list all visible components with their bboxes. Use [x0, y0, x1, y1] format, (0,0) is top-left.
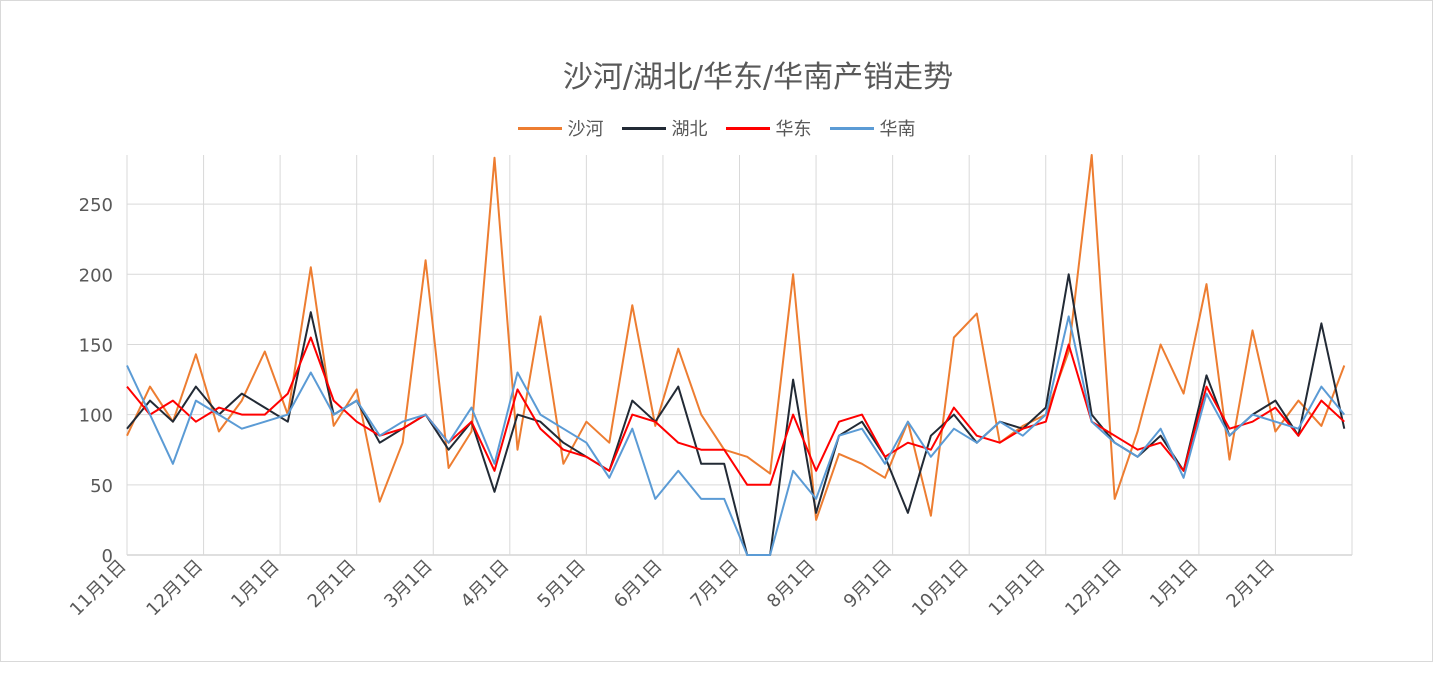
series-line-沙河 [126, 154, 1346, 521]
x-tick-label: 11月1日 [985, 556, 1050, 621]
legend-label: 湖北 [671, 119, 708, 140]
y-tick-label: 250 [79, 195, 113, 216]
x-tick-label: 3月1日 [380, 556, 437, 613]
y-tick-label: 200 [79, 265, 113, 286]
y-tick-label: 100 [79, 406, 113, 427]
x-tick-label: 6月1日 [610, 556, 667, 613]
legend-item: 华南 [829, 115, 916, 141]
legend-item: 华东 [725, 115, 812, 141]
x-tick-label: 8月1日 [763, 556, 820, 613]
x-tick-label: 7月1日 [687, 556, 744, 613]
x-tick-label: 1月1日 [1146, 556, 1203, 613]
y-tick-label: 150 [79, 335, 113, 356]
x-tick-label: 12月1日 [1061, 556, 1126, 621]
x-tick-label: 4月1日 [457, 556, 514, 613]
chart-frame [0, 0, 1433, 662]
y-tick-label: 0 [102, 546, 113, 567]
legend-swatch [621, 126, 666, 130]
legend-swatch [517, 126, 562, 130]
legend-label: 华南 [879, 119, 916, 140]
legend-label: 华东 [775, 119, 812, 140]
chart-legend: 沙河 湖北 华东 华南 [0, 115, 1433, 141]
x-tick-label: 2月1日 [304, 556, 361, 613]
x-tick-label: 9月1日 [840, 556, 897, 613]
legend-item: 湖北 [621, 115, 708, 141]
y-tick-label: 50 [90, 476, 113, 497]
series-line-华南 [126, 315, 1346, 556]
series-line-华东 [126, 336, 1345, 486]
x-tick-label: 11月1日 [66, 556, 131, 621]
x-tick-label: 5月1日 [533, 556, 590, 613]
x-tick-label: 1月1日 [227, 556, 284, 613]
chart-title: 沙河/湖北/华东/华南产销走势 [562, 60, 954, 95]
x-tick-label: 10月1日 [908, 556, 973, 621]
legend-label: 沙河 [567, 119, 604, 140]
legend-swatch [725, 126, 770, 130]
x-tick-label: 2月1日 [1222, 556, 1279, 613]
legend-item: 沙河 [517, 115, 604, 141]
x-tick-label: 12月1日 [142, 556, 207, 621]
legend-swatch [829, 126, 874, 130]
